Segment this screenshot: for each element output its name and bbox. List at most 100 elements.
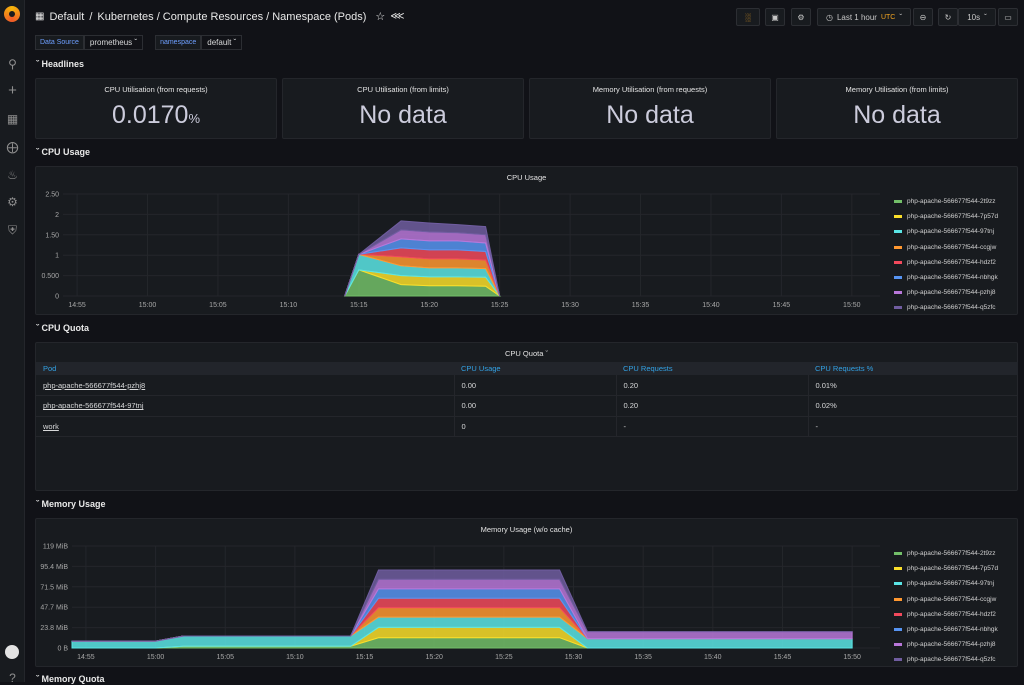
- legend-label: php-apache-566677f544-2t9zz: [907, 550, 996, 558]
- legend-item[interactable]: php-apache-566677f544-pzhj8: [894, 285, 998, 300]
- legend-item[interactable]: php-apache-566677f544-ccgjw: [894, 592, 998, 607]
- row-headlines[interactable]: ˇ Headlines: [36, 59, 85, 69]
- row-memory-usage[interactable]: ˇ Memory Usage: [36, 499, 106, 509]
- legend-item[interactable]: php-apache-566677f544-97tnj: [894, 224, 998, 239]
- pod-link[interactable]: work: [36, 416, 455, 437]
- search-icon[interactable]: ⚲: [8, 57, 17, 71]
- add-panel-button[interactable]: ░: [736, 8, 760, 26]
- alerting-bell-icon[interactable]: ♨: [7, 168, 18, 182]
- star-icon[interactable]: ☆: [375, 11, 386, 23]
- stat-panel-cpu-requests: CPU Utilisation (from requests) 0.0170%: [35, 78, 277, 139]
- stat-unit: %: [188, 111, 201, 126]
- legend-item[interactable]: php-apache-566677f544-pzhj8: [894, 637, 998, 652]
- panel-title[interactable]: Memory Usage (w/o cache): [480, 525, 573, 534]
- stat-number: 0.0170: [111, 101, 189, 129]
- series-area[interactable]: [344, 220, 501, 297]
- panel-title[interactable]: CPU Utilisation (from requests): [104, 85, 208, 94]
- legend-item[interactable]: php-apache-566677f544-hdzf2: [894, 607, 998, 622]
- pod-link[interactable]: php-apache-566677f544-pzhj8: [36, 375, 455, 396]
- legend-item[interactable]: php-apache-566677f544-q5zfc: [894, 300, 998, 315]
- series-area[interactable]: [72, 569, 853, 642]
- sidebar: ⚲ + ▦ ⨁ ♨ ⚙ ⛨ ?: [0, 0, 25, 685]
- refresh-interval-picker[interactable]: 10s ˇ: [958, 8, 996, 26]
- explore-icon[interactable]: ⨁: [6, 140, 19, 154]
- y-tick-label: 0.500: [41, 273, 59, 280]
- tv-mode-button[interactable]: ▭: [998, 8, 1018, 26]
- row-title-headlines: Headlines: [41, 59, 85, 69]
- dashboard-settings-button[interactable]: ⚙: [791, 8, 811, 26]
- x-tick-label: 15:20: [425, 654, 443, 661]
- gear-icon[interactable]: ⚙: [7, 195, 18, 209]
- legend-label: php-apache-566677f544-7p57d: [907, 565, 999, 573]
- dashboards-icon[interactable]: ▦: [6, 112, 19, 126]
- grafana-logo[interactable]: [4, 6, 20, 22]
- table-row: php-apache-566677f544-97tnj 0.00 0.20 0.…: [36, 395, 1018, 417]
- legend-swatch: [894, 658, 902, 662]
- dashboards-icon: ▦: [35, 11, 45, 22]
- column-header[interactable]: CPU Requests %: [808, 362, 1018, 375]
- panel-title[interactable]: CPU Utilisation (from limits): [357, 85, 449, 94]
- x-tick-label: 14:55: [77, 654, 95, 661]
- shield-icon[interactable]: ⛨: [7, 223, 17, 237]
- variable-select-namespace[interactable]: default ˇ: [201, 35, 243, 50]
- create-icon[interactable]: +: [8, 82, 17, 99]
- panel-title[interactable]: CPU Quota ˇ: [36, 349, 1017, 358]
- dashboard-title[interactable]: Kubernetes / Compute Resources / Namespa…: [97, 10, 367, 23]
- pod-link[interactable]: php-apache-566677f544-97tnj: [36, 395, 455, 417]
- refresh-button[interactable]: ↻: [938, 8, 958, 26]
- share-icon[interactable]: ⋘: [390, 11, 405, 22]
- cpu-quota-table: Pod CPU Usage CPU Requests CPU Requests …: [36, 362, 1018, 437]
- row-cpu-quota[interactable]: ˇ CPU Quota: [36, 323, 90, 333]
- variable-select-datasource[interactable]: prometheus ˇ: [83, 35, 144, 50]
- x-tick-label: 14:55: [68, 302, 86, 309]
- x-tick-label: 15:35: [634, 654, 652, 661]
- column-header[interactable]: CPU Requests: [616, 362, 808, 375]
- column-header[interactable]: CPU Usage: [454, 362, 616, 375]
- legend-item[interactable]: php-apache-566677f544-7p57d: [894, 209, 998, 224]
- x-tick-label: 15:25: [495, 654, 513, 661]
- y-tick-label: 23.8 MiB: [40, 625, 68, 632]
- x-tick-label: 15:00: [147, 654, 165, 661]
- legend-swatch: [894, 582, 902, 586]
- table-cell: -: [808, 416, 1018, 437]
- legend-swatch: [894, 230, 902, 234]
- legend-swatch: [894, 306, 902, 310]
- y-tick-label: 95.4 MiB: [40, 564, 68, 571]
- y-tick-label: 71.5 MiB: [40, 584, 68, 591]
- zoom-out-button[interactable]: ⊖: [913, 8, 933, 26]
- legend-item[interactable]: php-apache-566677f544-ccgjw: [894, 240, 998, 255]
- row-memory-quota[interactable]: ˇ Memory Quota: [36, 674, 105, 684]
- legend-item[interactable]: php-apache-566677f544-q5zfc: [894, 652, 998, 667]
- legend-item[interactable]: php-apache-566677f544-97tnj: [894, 576, 998, 591]
- help-icon[interactable]: ?: [9, 671, 16, 685]
- column-header[interactable]: Pod: [36, 362, 454, 375]
- breadcrumb: ▦ Default / Kubernetes / Compute Resourc…: [35, 10, 405, 24]
- legend-swatch: [894, 200, 902, 204]
- row-cpu-usage[interactable]: ˇ CPU Usage: [36, 147, 91, 157]
- legend-label: php-apache-566677f544-7p57d: [907, 213, 999, 221]
- legend-item[interactable]: php-apache-566677f544-7p57d: [894, 561, 998, 576]
- legend-item[interactable]: php-apache-566677f544-2t9zz: [894, 546, 998, 561]
- avatar[interactable]: [5, 645, 19, 659]
- legend-label: php-apache-566677f544-nbhgk: [907, 274, 998, 282]
- x-tick-label: 15:05: [216, 654, 234, 661]
- y-tick-label: 119 MiB: [43, 544, 68, 551]
- y-tick-label: 0: [55, 294, 59, 301]
- panel-title[interactable]: Memory Utilisation (from requests): [592, 85, 708, 94]
- legend-label: php-apache-566677f544-nbhgk: [907, 626, 998, 634]
- save-dashboard-button[interactable]: ▣: [765, 8, 785, 26]
- time-picker-button[interactable]: ◷ Last 1 hour UTC ˇ: [817, 8, 911, 26]
- legend-label: php-apache-566677f544-2t9zz: [907, 198, 996, 206]
- table-cell: 0.01%: [808, 375, 1018, 396]
- monitor-icon: ▭: [1004, 12, 1012, 22]
- legend-item[interactable]: php-apache-566677f544-nbhgk: [894, 270, 998, 285]
- table-cell: 0.02%: [808, 395, 1018, 417]
- panel-title[interactable]: Memory Utilisation (from limits): [845, 85, 949, 94]
- legend-item[interactable]: php-apache-566677f544-nbhgk: [894, 622, 998, 637]
- breadcrumb-folder[interactable]: Default: [49, 10, 85, 23]
- legend-item[interactable]: php-apache-566677f544-hdzf2: [894, 255, 998, 270]
- panel-title[interactable]: CPU Usage: [506, 173, 547, 182]
- legend-item[interactable]: php-apache-566677f544-2t9zz: [894, 194, 998, 209]
